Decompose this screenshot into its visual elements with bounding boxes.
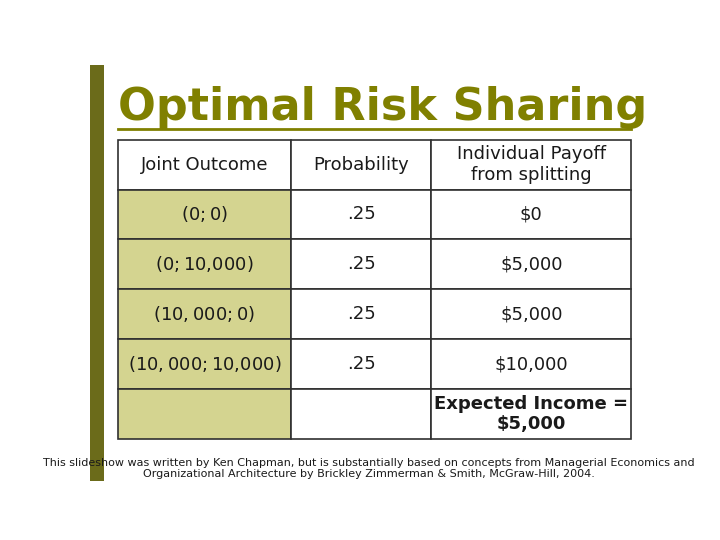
Bar [431, 339, 631, 389]
Text: Probability: Probability [313, 156, 409, 173]
Bar [431, 190, 631, 239]
Text: .25: .25 [347, 255, 375, 273]
Text: $5,000: $5,000 [500, 255, 562, 273]
Bar [118, 289, 291, 339]
Bar [118, 389, 291, 439]
Bar [118, 339, 291, 389]
Text: ($0; $10,000): ($0; $10,000) [155, 254, 253, 274]
Bar [291, 339, 431, 389]
Text: ($10,000; $0): ($10,000; $0) [153, 304, 256, 325]
Bar [291, 140, 431, 190]
Bar [90, 65, 104, 481]
Bar [431, 239, 631, 289]
Bar [431, 389, 631, 439]
Text: Individual Payoff
from splitting: Individual Payoff from splitting [456, 145, 606, 184]
Text: $5,000: $5,000 [500, 305, 562, 323]
Bar [291, 389, 431, 439]
Text: .25: .25 [347, 305, 375, 323]
Bar [291, 289, 431, 339]
Bar [118, 140, 291, 190]
Text: $0: $0 [520, 206, 543, 224]
Text: .25: .25 [347, 206, 375, 224]
Bar [118, 190, 291, 239]
Bar [118, 239, 291, 289]
Text: ($10,000;$10,000): ($10,000;$10,000) [127, 354, 281, 374]
Bar [431, 289, 631, 339]
Bar [291, 190, 431, 239]
Text: Optimal Risk Sharing: Optimal Risk Sharing [118, 85, 647, 129]
Text: .25: .25 [347, 355, 375, 373]
Text: Joint Outcome: Joint Outcome [140, 156, 268, 173]
Bar [431, 140, 631, 190]
Bar [291, 239, 431, 289]
Text: $10,000: $10,000 [495, 355, 568, 373]
Text: Expected Income =
$5,000: Expected Income = $5,000 [434, 395, 629, 434]
Text: This slideshow was written by Ken Chapman, but is substantially based on concept: This slideshow was written by Ken Chapma… [43, 458, 695, 480]
Text: ($0; $0): ($0; $0) [181, 205, 228, 225]
